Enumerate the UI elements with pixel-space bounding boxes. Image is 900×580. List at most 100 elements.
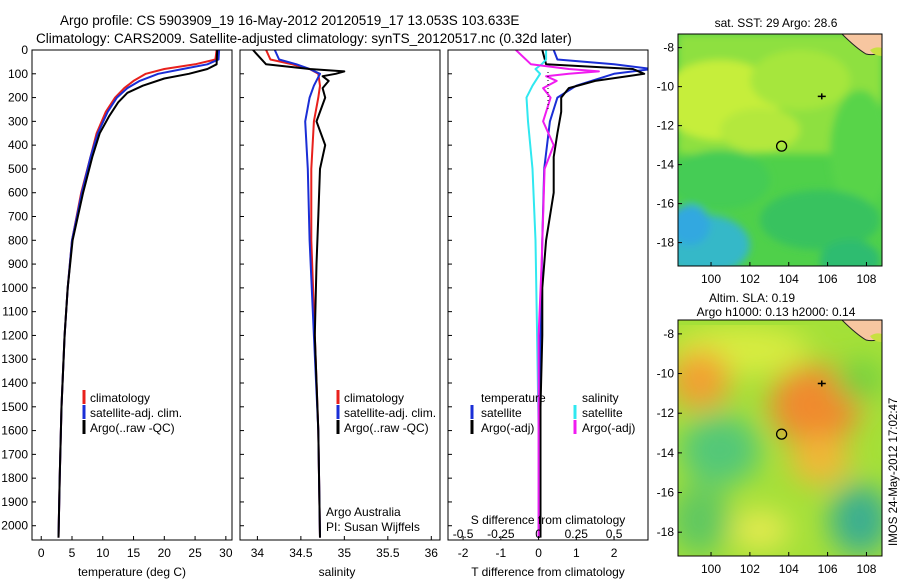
x-tick-label: 0 xyxy=(535,546,542,560)
lon-tick-label: 104 xyxy=(779,562,799,576)
lat-tick-label: -16 xyxy=(657,197,675,211)
island xyxy=(870,47,882,56)
star-marker xyxy=(817,380,826,387)
depth-axis: 0 100 200 300 400 500 600 700 800 900 1000 1100 1200… xyxy=(1,43,452,533)
series-line xyxy=(57,50,221,538)
lon-tick-label: 100 xyxy=(701,562,721,576)
depth-tick-label: 600 xyxy=(8,186,28,200)
x-tick-label: 20 xyxy=(158,546,172,560)
series-line xyxy=(515,50,600,538)
s-tick-label: -0.5 xyxy=(453,527,474,541)
legend-label-temp-argo: Argo(-adj) xyxy=(481,421,534,435)
temperature-panel: 0100200300400500600700800900100011001200… xyxy=(1,43,452,579)
imos-timestamp: IMOS 24-May-2012 17:02:47 xyxy=(888,398,900,546)
temperature-x-axis: 0 5 10 15 20 25 30 xyxy=(38,536,233,560)
s-difference-label: S difference from climatology xyxy=(471,513,626,527)
x-tick-label: 36 xyxy=(425,546,439,560)
temperature-axes-box xyxy=(31,49,233,541)
sla-map-axes: 100 102 104 106 108 -8 -10 -12 -14 -16 -18 xyxy=(657,327,877,576)
sla-map-title-line1: Altim. SLA: 0.19 xyxy=(709,291,795,305)
salinity-axes-box xyxy=(239,49,441,541)
lat-tick-label: -10 xyxy=(657,367,675,381)
argo-location-marker xyxy=(775,428,788,440)
depth-tick-label: 1300 xyxy=(1,352,28,366)
series-line xyxy=(525,50,548,538)
lon-tick-label: 102 xyxy=(740,562,760,576)
series-line xyxy=(252,50,346,538)
lon-tick-label: 108 xyxy=(856,562,876,576)
sla-map-frame xyxy=(677,319,883,557)
lat-tick-label: -16 xyxy=(657,486,675,500)
salinity-x-axis: 34 34.5 35 35.5 36 xyxy=(251,536,439,560)
depth-tick-label: 300 xyxy=(8,114,28,128)
depth-tick-label: 500 xyxy=(8,162,28,176)
depth-tick-label: 1800 xyxy=(1,471,28,485)
depth-tick-label: 800 xyxy=(8,233,28,247)
lat-tick-label: -18 xyxy=(657,236,675,250)
sst-map-frame xyxy=(677,33,883,267)
legend-label-climatology: climatology xyxy=(344,391,404,405)
lat-tick-label: -14 xyxy=(657,446,675,460)
figure-title-line2: Climatology: CARS2009. Satellite-adjuste… xyxy=(36,31,572,46)
depth-tick-label: 0 xyxy=(21,43,28,57)
salinity-lines xyxy=(252,50,346,538)
legend-title-temperature: temperature xyxy=(481,391,546,405)
s-tick-label: 0.25 xyxy=(565,527,589,541)
lat-tick-label: -10 xyxy=(657,80,675,94)
x-tick-label: 35.5 xyxy=(376,546,400,560)
x-tick-label: 5 xyxy=(69,546,76,560)
sla-field xyxy=(678,325,882,555)
depth-tick-label: 1400 xyxy=(1,376,28,390)
sst-map: sat. SST: 29 Argo: 28.6 100 102 104 106 108 -… xyxy=(657,16,883,286)
s-tick-label: 0.5 xyxy=(606,527,623,541)
lon-tick-label: 100 xyxy=(701,272,721,286)
salinity-legend: climatology satellite-adj. clim. Argo(..… xyxy=(336,390,436,435)
x-tick-label: 34.5 xyxy=(289,546,313,560)
legend-label-climatology: climatology xyxy=(90,391,150,405)
x-tick-label: 30 xyxy=(219,546,233,560)
lon-tick-label: 106 xyxy=(818,562,838,576)
x-tick-label: -1 xyxy=(495,546,506,560)
depth-tick-label: 2000 xyxy=(1,519,28,533)
depth-tick-label: 100 xyxy=(8,67,28,81)
lon-tick-label: 106 xyxy=(818,272,838,286)
series-line xyxy=(57,50,218,538)
salinity-panel: 34 34.5 35 35.5 36 salinity climatology sate… xyxy=(239,49,441,579)
secondary-marker xyxy=(817,380,826,387)
x-tick-label: 1 xyxy=(573,546,580,560)
temperature-lines xyxy=(57,50,221,538)
sst-map-axes: 100 102 104 106 108 -8 -10 -12 -14 -16 -18 xyxy=(657,41,877,286)
island xyxy=(870,333,882,342)
series-line xyxy=(57,50,219,538)
x-tick-label: 25 xyxy=(188,546,202,560)
lat-tick-label: -12 xyxy=(657,119,675,133)
x-tick-label: -2 xyxy=(458,546,469,560)
depth-tick-label: 700 xyxy=(8,210,28,224)
salinity-axis-label: salinity xyxy=(319,565,356,579)
depth-tick-label: 1700 xyxy=(1,447,28,461)
x-tick-label: 35 xyxy=(338,546,352,560)
x-tick-label: 2 xyxy=(611,546,618,560)
secondary-marker xyxy=(817,93,826,100)
legend-label-temp-satellite: satellite xyxy=(481,406,522,420)
t-difference-label: T difference from climatology xyxy=(471,565,625,579)
lat-tick-label: -18 xyxy=(657,525,675,539)
star-marker xyxy=(817,93,826,100)
lat-tick-label: -8 xyxy=(663,327,674,341)
lat-tick-label: -12 xyxy=(657,406,675,420)
s-tick-label: 0 xyxy=(535,527,542,541)
difference-panel: -2 -1 0 1 2 -0.5 -0.25 0 0.25 0.5 S difference f… xyxy=(447,49,649,579)
depth-tick-label: 900 xyxy=(8,257,28,271)
lon-tick-label: 104 xyxy=(779,272,799,286)
legend-label-satellite: satellite-adj. clim. xyxy=(344,406,436,420)
depth-tick-label: 1500 xyxy=(1,400,28,414)
lat-tick-label: -14 xyxy=(657,158,675,172)
depth-tick-label: 1900 xyxy=(1,495,28,509)
difference-axes-box xyxy=(447,49,649,541)
x-tick-label: 34 xyxy=(251,546,265,560)
legend-title-salinity: salinity xyxy=(582,391,619,405)
depth-tick-label: 1200 xyxy=(1,328,28,342)
x-tick-label: 0 xyxy=(38,546,45,560)
temperature-axis-label: temperature (deg C) xyxy=(78,565,186,579)
difference-x-axis: -2 -1 0 1 2 xyxy=(458,536,618,560)
